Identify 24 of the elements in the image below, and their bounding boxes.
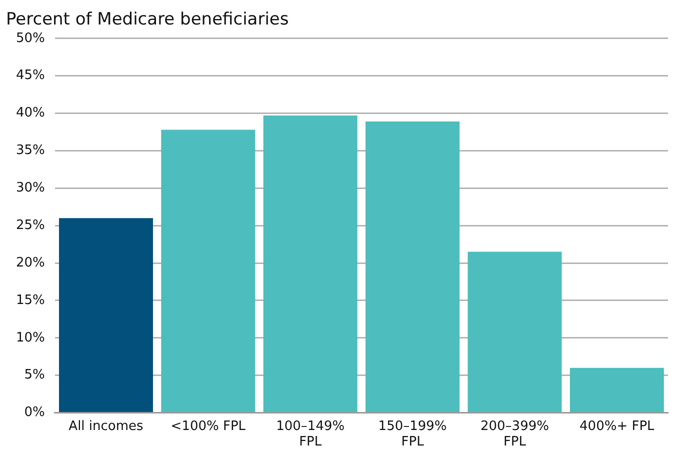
x-tick-label: All incomes bbox=[68, 418, 144, 434]
y-tick-label: 35% bbox=[16, 143, 45, 158]
y-tick-label: 10% bbox=[16, 330, 45, 346]
y-tick-label: 5% bbox=[24, 368, 45, 383]
x-tick-label: 100–149% FPL bbox=[276, 418, 345, 450]
y-tick-label: 50% bbox=[16, 30, 45, 46]
x-tick-label: 150–199% FPL bbox=[378, 418, 447, 450]
bar bbox=[58, 218, 153, 412]
chart-title: Percent of Medicare beneficiaries bbox=[6, 10, 289, 30]
y-tick-label: 25% bbox=[16, 218, 45, 233]
bar bbox=[468, 252, 562, 412]
y-tick-label: 45% bbox=[16, 68, 45, 84]
x-tick-label: 200–399% FPL bbox=[480, 418, 549, 450]
x-tick-label: <100% FPL bbox=[170, 418, 246, 434]
bar bbox=[570, 368, 664, 412]
y-tick-label: 0% bbox=[24, 405, 45, 420]
bar bbox=[161, 130, 256, 412]
bar bbox=[263, 116, 358, 412]
y-tick-label: 15% bbox=[16, 292, 45, 308]
x-tick-label: 400%+ FPL bbox=[580, 418, 656, 434]
y-tick-label: 40% bbox=[16, 106, 45, 121]
bar bbox=[366, 122, 460, 412]
y-tick-label: 30% bbox=[16, 180, 45, 196]
y-tick-label: 20% bbox=[16, 255, 45, 270]
